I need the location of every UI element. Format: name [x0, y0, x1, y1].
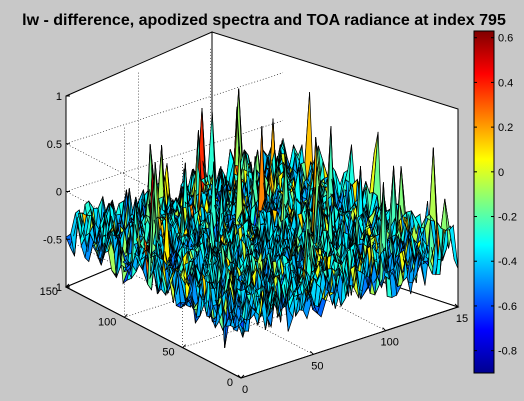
y-tick-mark	[182, 344, 187, 349]
y-tick-label: 150	[40, 286, 58, 298]
y-tick-mark	[123, 313, 128, 318]
grid-line	[65, 120, 284, 192]
x-tick-label: 50	[311, 360, 323, 372]
x-tick-mark	[309, 350, 314, 355]
x-axis-ticks: 0 50 100 15	[237, 303, 468, 396]
z-tick-label: 0.5	[47, 139, 62, 151]
front-x-axis-line	[240, 306, 459, 379]
grid-line	[138, 72, 314, 355]
colorbar-tick-label: -0.2	[498, 212, 517, 224]
colorbar-ticks: 0.6 0.4 0.2 0 -0.2 -0.4 -0.6 -0.8	[474, 33, 517, 358]
colorbar-tick-label: 0.4	[498, 77, 513, 89]
z-axis-ticks: -1 -0.5 0 0.5 1	[43, 91, 70, 294]
colorbar-gradient	[473, 30, 495, 374]
front-y-axis-line	[65, 286, 242, 379]
grid-line	[65, 72, 284, 145]
colorbar-tick-label: -0.6	[498, 301, 517, 313]
x-tick-label: 100	[380, 337, 398, 349]
colorbar-tick-label: 0	[498, 167, 504, 179]
y-tick-label: 0	[227, 377, 233, 389]
colorbar: 0.6 0.4 0.2 0 -0.2 -0.4 -0.6 -0.8	[473, 30, 517, 374]
x-tick-mark	[382, 327, 387, 332]
y-axis-ticks: 0 50 100 150	[40, 283, 245, 389]
y-tick-mark	[240, 374, 245, 379]
z-tick-label: -0.5	[43, 234, 62, 246]
x-tick-label: 15	[456, 313, 468, 325]
colorbar-tick-label: 0.2	[498, 122, 513, 134]
x-tick-label: 0	[242, 384, 248, 396]
z-tick-label: -1	[52, 282, 62, 294]
colorbar-tick-label: 0.6	[498, 33, 513, 45]
colorbar-tick-label: -0.4	[498, 256, 517, 268]
z-tick-label: 0	[56, 187, 62, 199]
surface-cell	[449, 224, 459, 269]
x-tick-mark	[237, 374, 242, 379]
z-tick-label: 1	[56, 91, 62, 103]
surface-mesh	[65, 88, 459, 349]
chart-title: lw - difference, apodized spectra and TO…	[22, 12, 506, 29]
x-tick-mark	[454, 303, 459, 308]
y-tick-label: 100	[98, 316, 116, 328]
grid-line	[210, 48, 386, 331]
y-tick-label: 50	[162, 347, 174, 359]
colorbar-tick-label: -0.8	[498, 346, 517, 358]
